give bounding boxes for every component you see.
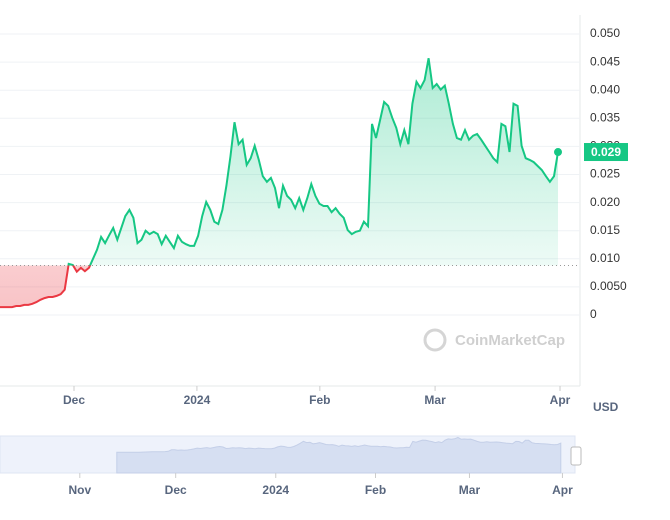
x-tick-label: 2024 xyxy=(184,393,211,407)
navigator-tick-label: Apr xyxy=(552,483,573,497)
y-tick-label: 0 xyxy=(590,307,597,321)
navigator-area xyxy=(116,436,562,474)
y-tick-label: 0.0050 xyxy=(590,279,627,293)
area-up xyxy=(0,58,558,266)
navigator-tick-label: Mar xyxy=(459,483,481,497)
area-down xyxy=(0,265,91,308)
y-tick-label: 0.045 xyxy=(590,54,620,68)
y-tick-label: 0.050 xyxy=(590,26,620,40)
watermark: CoinMarketCap xyxy=(423,328,565,352)
y-tick-label: 0.020 xyxy=(590,195,620,209)
price-line-up xyxy=(67,58,559,266)
last-point xyxy=(554,148,562,157)
watermark-text: CoinMarketCap xyxy=(455,332,565,349)
y-tick-label: 0.015 xyxy=(590,223,620,237)
y-tick-label: 0.035 xyxy=(590,110,620,124)
navigator-tick-label: Nov xyxy=(68,483,91,497)
x-tick-label: Feb xyxy=(309,393,330,407)
y-tick-label: 0.040 xyxy=(590,82,620,96)
navigator-handle[interactable] xyxy=(570,446,582,466)
price-tag-label: 0.029 xyxy=(591,145,621,159)
navigator-tick-label: Dec xyxy=(165,483,187,497)
y-tick-label: 0.010 xyxy=(590,251,620,265)
currency-label: USD xyxy=(593,400,619,414)
x-tick-label: Mar xyxy=(424,393,446,407)
x-tick-label: Apr xyxy=(550,393,571,407)
y-tick-label: 0.025 xyxy=(590,167,620,181)
x-tick-label: Dec xyxy=(63,393,85,407)
navigator-tick-label: Feb xyxy=(365,483,386,497)
price-tag xyxy=(584,143,628,162)
navigator-tick-label: 2024 xyxy=(262,483,289,497)
